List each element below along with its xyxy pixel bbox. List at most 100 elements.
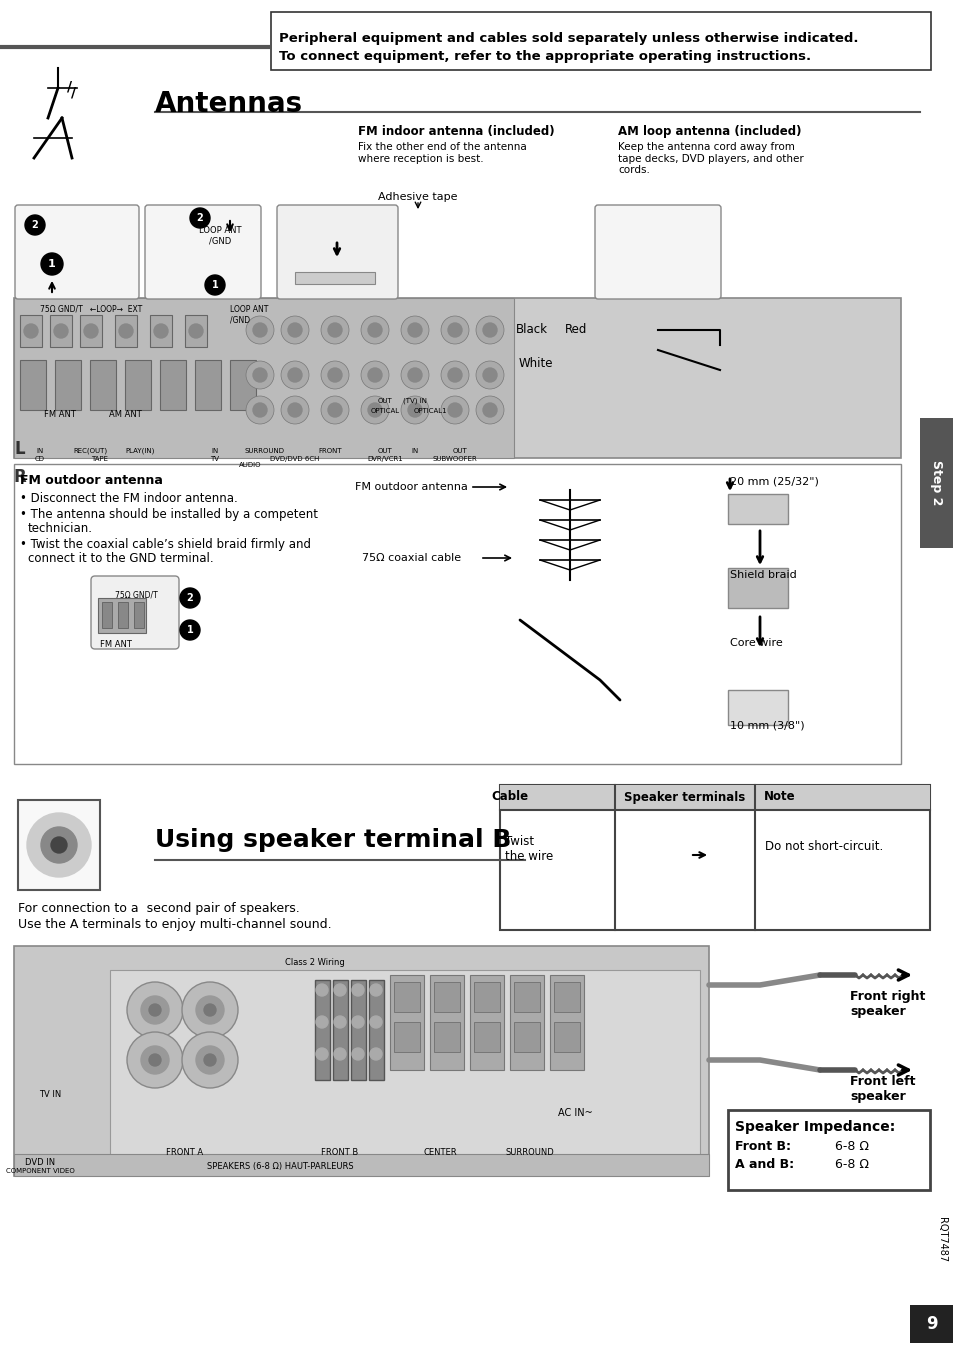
- Text: TV IN: TV IN: [39, 1091, 61, 1099]
- Circle shape: [288, 368, 302, 381]
- Text: Antennas: Antennas: [154, 90, 303, 119]
- Circle shape: [180, 620, 200, 640]
- Text: FRONT B: FRONT B: [321, 1148, 358, 1157]
- Circle shape: [41, 253, 63, 275]
- Text: OUT: OUT: [377, 448, 392, 454]
- FancyBboxPatch shape: [145, 205, 261, 299]
- Circle shape: [51, 837, 67, 853]
- Text: OUT: OUT: [377, 398, 392, 404]
- Text: 6-8 Ω: 6-8 Ω: [834, 1158, 868, 1171]
- Text: 2: 2: [196, 213, 203, 222]
- Bar: [909, 1305, 953, 1343]
- Text: /: /: [68, 80, 72, 93]
- Text: Note: Note: [763, 790, 795, 803]
- Text: CENTER: CENTER: [423, 1148, 456, 1157]
- Text: • Twist the coaxial cable’s shield braid firmly and: • Twist the coaxial cable’s shield braid…: [20, 538, 311, 551]
- Circle shape: [352, 1047, 364, 1060]
- Circle shape: [320, 315, 349, 344]
- Text: Step 2: Step 2: [929, 460, 943, 506]
- Bar: [90, 360, 116, 410]
- Text: Fix the other end of the antenna
where reception is best.: Fix the other end of the antenna where r…: [357, 142, 526, 163]
- Circle shape: [253, 403, 267, 417]
- Circle shape: [205, 275, 225, 295]
- Bar: [118, 603, 128, 628]
- Text: 6-8 Ω: 6-8 Ω: [834, 1140, 868, 1153]
- Circle shape: [352, 984, 364, 996]
- Circle shape: [127, 1033, 183, 1088]
- Text: CD: CD: [35, 456, 45, 462]
- Circle shape: [281, 396, 309, 425]
- Bar: [294, 272, 375, 284]
- Text: 1: 1: [48, 259, 56, 270]
- Text: IN: IN: [36, 448, 44, 454]
- Text: /: /: [71, 85, 76, 98]
- Bar: [98, 599, 146, 634]
- Text: 9: 9: [925, 1316, 937, 1333]
- Circle shape: [440, 396, 469, 425]
- Circle shape: [315, 1016, 328, 1029]
- Circle shape: [334, 1016, 346, 1029]
- Text: To connect equipment, refer to the appropriate operating instructions.: To connect equipment, refer to the appro…: [278, 50, 810, 63]
- Text: AM loop antenna (included): AM loop antenna (included): [618, 125, 801, 137]
- Bar: [50, 315, 71, 346]
- Bar: [474, 981, 499, 1012]
- Text: OPTICAL1: OPTICAL1: [413, 408, 446, 414]
- Bar: [160, 360, 186, 410]
- Circle shape: [141, 996, 169, 1024]
- Text: SPEAKERS (6-8 Ω) HAUT-PARLEURS: SPEAKERS (6-8 Ω) HAUT-PARLEURS: [207, 1162, 353, 1171]
- Bar: [434, 1022, 459, 1051]
- Bar: [185, 315, 207, 346]
- Text: PLAY(IN): PLAY(IN): [125, 448, 154, 454]
- Text: 75Ω coaxial cable: 75Ω coaxial cable: [361, 553, 460, 563]
- Text: FM outdoor antenna: FM outdoor antenna: [20, 474, 163, 487]
- Bar: [727, 1109, 929, 1190]
- Circle shape: [288, 324, 302, 337]
- Circle shape: [408, 403, 421, 417]
- Bar: [194, 360, 221, 410]
- Text: OUT: OUT: [452, 448, 467, 454]
- Text: Speaker terminals: Speaker terminals: [623, 790, 745, 803]
- Bar: [230, 360, 255, 410]
- Bar: [351, 980, 366, 1080]
- Circle shape: [368, 324, 381, 337]
- Bar: [499, 785, 929, 810]
- Text: connect it to the GND terminal.: connect it to the GND terminal.: [28, 551, 213, 565]
- FancyBboxPatch shape: [276, 205, 397, 299]
- Circle shape: [370, 1016, 381, 1029]
- Text: FM outdoor antenna: FM outdoor antenna: [355, 483, 467, 492]
- Text: OPTICAL: OPTICAL: [370, 408, 399, 414]
- Bar: [499, 785, 929, 930]
- Bar: [390, 975, 423, 1070]
- Circle shape: [182, 1033, 237, 1088]
- Text: REC(OUT): REC(OUT): [72, 448, 107, 454]
- Bar: [102, 603, 112, 628]
- Text: RQT7487: RQT7487: [936, 1217, 946, 1263]
- Circle shape: [119, 324, 132, 338]
- Text: Front right
speaker: Front right speaker: [849, 989, 924, 1018]
- Text: IN: IN: [411, 448, 418, 454]
- Circle shape: [440, 361, 469, 390]
- Text: R: R: [13, 468, 27, 487]
- Text: FRONT: FRONT: [318, 448, 341, 454]
- Text: DVR/VCR1: DVR/VCR1: [367, 456, 402, 462]
- Circle shape: [334, 984, 346, 996]
- Circle shape: [315, 1047, 328, 1060]
- Circle shape: [246, 361, 274, 390]
- Circle shape: [149, 1004, 161, 1016]
- Text: TAPE: TAPE: [91, 456, 109, 462]
- Bar: [727, 690, 787, 725]
- Circle shape: [368, 368, 381, 381]
- Text: DVD/DVD 6CH: DVD/DVD 6CH: [270, 456, 319, 462]
- Text: Speaker Impedance:: Speaker Impedance:: [734, 1120, 894, 1134]
- Bar: [474, 1022, 499, 1051]
- Circle shape: [281, 315, 309, 344]
- Bar: [333, 980, 348, 1080]
- Bar: [434, 981, 459, 1012]
- Text: Adhesive tape: Adhesive tape: [377, 191, 457, 202]
- Text: Use the A terminals to enjoy multi-channel sound.: Use the A terminals to enjoy multi-chann…: [18, 918, 332, 931]
- Bar: [554, 1022, 579, 1051]
- Text: Front B:: Front B:: [734, 1140, 790, 1153]
- Text: Cable: Cable: [491, 790, 528, 803]
- Bar: [125, 360, 151, 410]
- Text: (TV) IN: (TV) IN: [402, 398, 427, 404]
